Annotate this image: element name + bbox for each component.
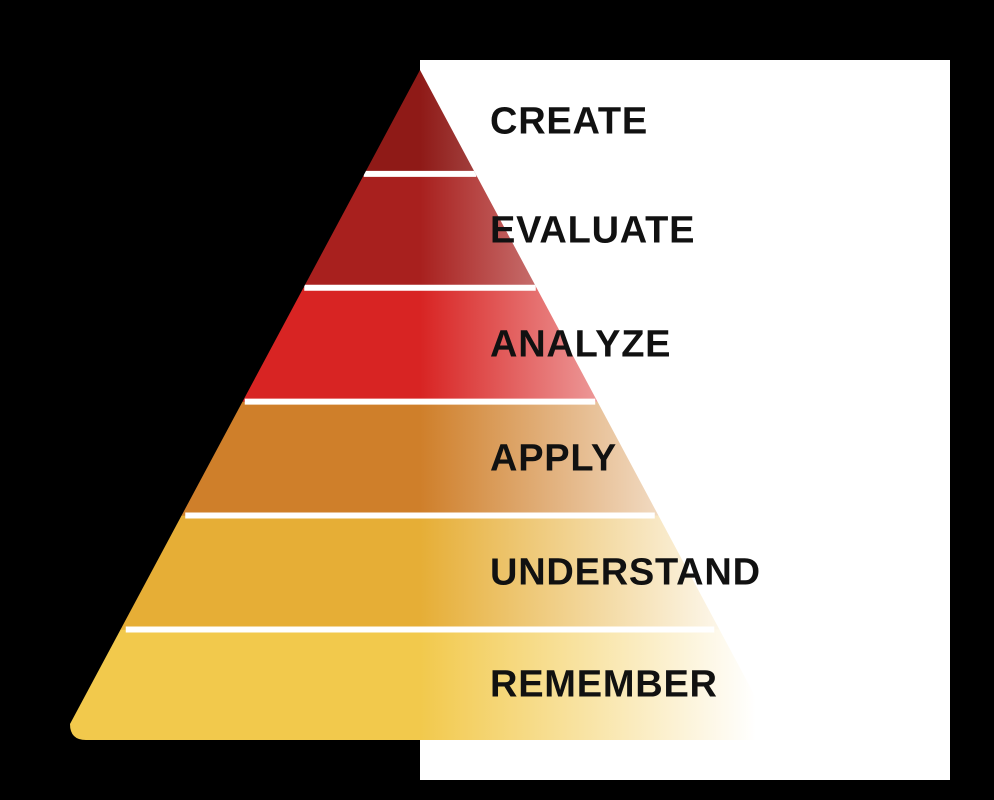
pyramid-level-3 bbox=[70, 402, 770, 516]
level-label-analyze: ANALYZE bbox=[490, 323, 671, 366]
level-label-remember: REMEMBER bbox=[490, 663, 718, 706]
level-label-create: CREATE bbox=[490, 100, 648, 143]
pyramid-level-0 bbox=[70, 70, 770, 174]
level-label-understand: UNDERSTAND bbox=[490, 551, 761, 594]
level-label-evaluate: EVALUATE bbox=[490, 209, 695, 252]
level-label-apply: APPLY bbox=[490, 437, 617, 480]
